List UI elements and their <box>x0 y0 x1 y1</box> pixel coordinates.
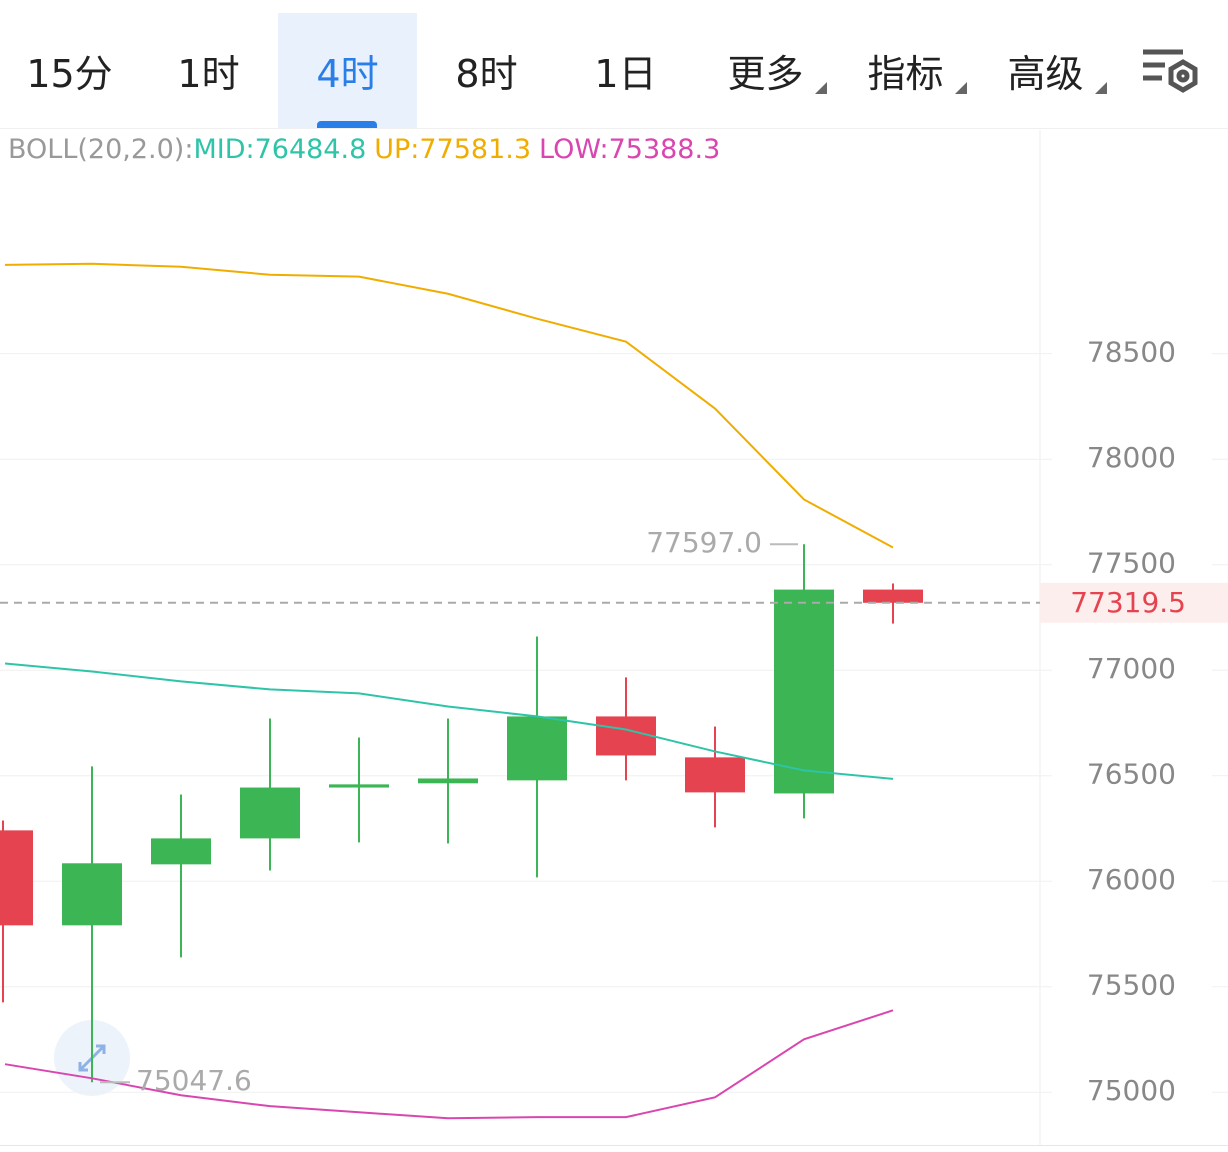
y-tick-label: 78500 <box>1087 336 1176 369</box>
tab-label: 1日 <box>594 52 657 96</box>
y-tick-label: 78000 <box>1087 441 1176 474</box>
toolbar: 15分 1时 4时 8时 1日 更多 指标 高级 <box>0 0 1228 128</box>
settings-icon[interactable] <box>1143 49 1198 93</box>
candle-body <box>774 589 834 794</box>
legend-name: LOW: <box>539 134 609 165</box>
tab-label: 1时 <box>177 52 240 96</box>
tab-label: 高级 <box>1007 52 1084 96</box>
tab[interactable]: 1日 <box>556 13 695 128</box>
tab-label: 更多 <box>727 52 804 96</box>
tab[interactable]: 1时 <box>139 13 278 128</box>
tab[interactable]: 4时 <box>278 13 417 128</box>
plot <box>0 262 923 1120</box>
indicator-legend: BOLL(20,2.0):MID:76484.8 UP:77581.3 LOW:75… <box>8 134 720 165</box>
y-tick-label: 75500 <box>1087 969 1176 1002</box>
y-tick-label: 77500 <box>1087 547 1176 580</box>
candle-body <box>151 838 211 865</box>
candle-body <box>240 787 300 839</box>
candle-body <box>0 830 33 926</box>
tab[interactable]: 8时 <box>417 13 556 128</box>
dropdown-arrow <box>1095 82 1107 94</box>
tab[interactable]: 高级 <box>976 13 1115 128</box>
y-tick-label: 76500 <box>1087 758 1176 791</box>
tab-label: 8时 <box>455 52 518 96</box>
candle-body <box>685 757 745 793</box>
annotation-label: 75047.6 <box>136 1064 252 1097</box>
boll-line <box>4 662 894 780</box>
y-tick-label: 77000 <box>1087 652 1176 685</box>
tab-label: 4时 <box>316 52 379 96</box>
dropdown-arrow <box>815 82 827 94</box>
candle-body <box>329 784 389 788</box>
last-price-label: 77319.5 <box>1070 586 1186 619</box>
candle-body <box>62 863 122 926</box>
indicator-name: BOLL(20,2.0): <box>8 134 193 165</box>
last-price-box <box>1040 582 1228 623</box>
legend-value: 77581.3 <box>419 134 531 165</box>
dropdown-arrow <box>955 82 967 94</box>
tab[interactable]: 更多 <box>696 13 835 128</box>
candle-body <box>863 589 923 603</box>
annotation-label: 77597.0 <box>646 526 762 559</box>
legend-value: 75388.3 <box>609 134 721 165</box>
legend-name: MID: <box>193 134 254 165</box>
tab-label: 15分 <box>26 52 113 96</box>
boll-line <box>4 1009 894 1120</box>
y-tick-label: 75000 <box>1087 1074 1176 1107</box>
boll-line <box>4 262 894 549</box>
candle-body <box>507 716 567 781</box>
legend-value: 76484.8 <box>255 134 367 165</box>
tab[interactable]: 15分 <box>0 13 139 128</box>
candle-body <box>596 716 656 756</box>
legend-name: UP: <box>374 134 419 165</box>
tab-label: 指标 <box>867 52 944 96</box>
tab[interactable]: 指标 <box>836 13 975 128</box>
candle-body <box>418 778 478 784</box>
y-tick-label: 76000 <box>1087 863 1176 896</box>
